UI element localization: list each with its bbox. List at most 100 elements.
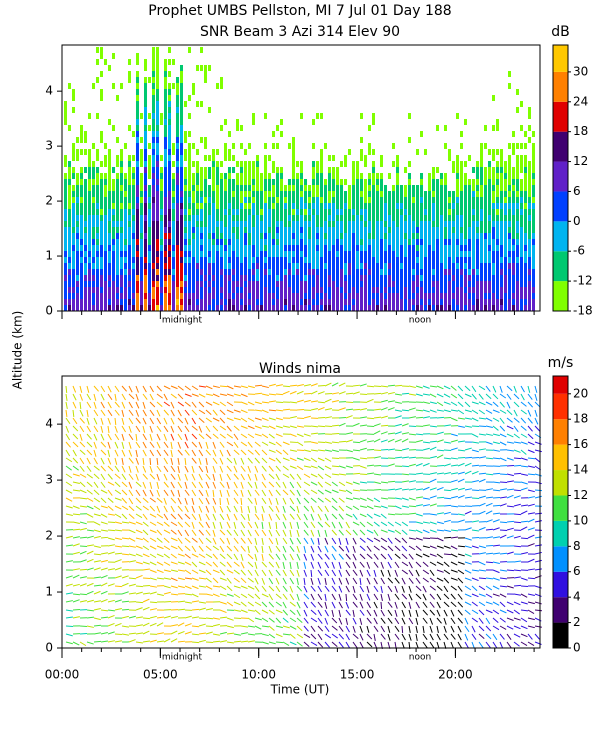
field-cell [336,257,339,263]
field-cell [264,161,267,167]
field-cell [412,203,415,209]
wind-barb [86,457,91,465]
field-cell [256,221,259,227]
field-cell [268,215,271,221]
field-cell [416,203,419,209]
wind-barb [296,505,300,513]
field-cell [440,233,443,239]
field-cell [404,233,407,239]
field-cell [68,293,71,299]
wind-barb [436,486,444,491]
field-cell [416,257,419,263]
field-cell [292,299,295,305]
field-cell [344,155,347,161]
field-cell [168,155,171,161]
field-cell [456,155,459,161]
field-cell [136,107,139,113]
wind-barb [170,449,173,457]
field-cell [328,287,331,293]
field-cell [136,287,139,293]
field-cell [148,299,151,305]
field-cell [332,215,335,221]
field-cell [344,233,347,239]
wind-barb [401,577,406,585]
field-cell [376,191,379,197]
field-cell [376,215,379,221]
wind-barb [401,438,409,443]
wind-barb [366,513,373,519]
field-cell [328,293,331,299]
field-cell [220,257,223,263]
wind-barb [443,497,452,500]
field-cell [76,197,79,203]
field-cell [96,215,99,221]
field-cell [108,185,111,191]
wind-barb [401,609,405,617]
wind-barb [79,497,88,500]
wind-barb [303,384,311,387]
wind-barb [415,537,423,541]
field-cell [380,197,383,203]
wind-barb [198,473,203,481]
field-cell [280,179,283,185]
wind-barb [436,529,445,532]
wind-barb [205,585,213,590]
field-cell [348,233,351,239]
field-cell [464,299,467,305]
field-cell [504,263,507,269]
field-cell [528,239,531,245]
field-cell [276,257,279,263]
wind-barb [121,505,129,511]
wind-barb [79,481,86,488]
wind-barb [422,497,430,500]
field-cell [364,227,367,233]
field-cell [344,191,347,197]
field-cell [464,173,467,179]
field-cell [460,191,463,197]
field-cell [308,281,311,287]
wind-barb [198,513,202,521]
field-cell [424,263,427,269]
field-cell [412,257,415,263]
wind-barb [387,585,393,593]
wind-barb [156,481,160,489]
field-cell [516,89,519,95]
wind-barb [443,441,451,444]
wind-barb [219,449,224,457]
field-cell [96,299,99,305]
field-cell [240,305,243,311]
wind-barb [443,625,447,633]
field-cell [324,275,327,281]
field-cell [224,221,227,227]
wind-barb [331,633,338,639]
field-cell [148,239,151,245]
field-cell [252,191,255,197]
field-cell [440,173,443,179]
wind-barb [331,601,336,609]
field-cell [224,245,227,251]
field-cell [72,203,75,209]
wind-barb [296,384,304,387]
field-cell [360,191,363,197]
field-cell [484,227,487,233]
wind-barb [303,641,310,648]
wind-barb [149,417,154,425]
wind-barb [324,398,332,403]
wind-barb [86,558,94,563]
wind-barb [128,425,132,433]
field-cell [344,227,347,233]
wind-barb [296,553,301,561]
field-cell [80,125,83,131]
field-cell [440,209,443,215]
field-cell [84,269,87,275]
field-cell [532,257,535,263]
field-cell [288,251,291,257]
wind-barb [156,577,165,580]
wind-barb [303,399,311,403]
field-cell [184,233,187,239]
wind-barb [289,401,298,404]
wind-barb [114,441,119,449]
field-cell [296,299,299,305]
wind-barb [121,537,130,540]
field-cell [452,227,455,233]
